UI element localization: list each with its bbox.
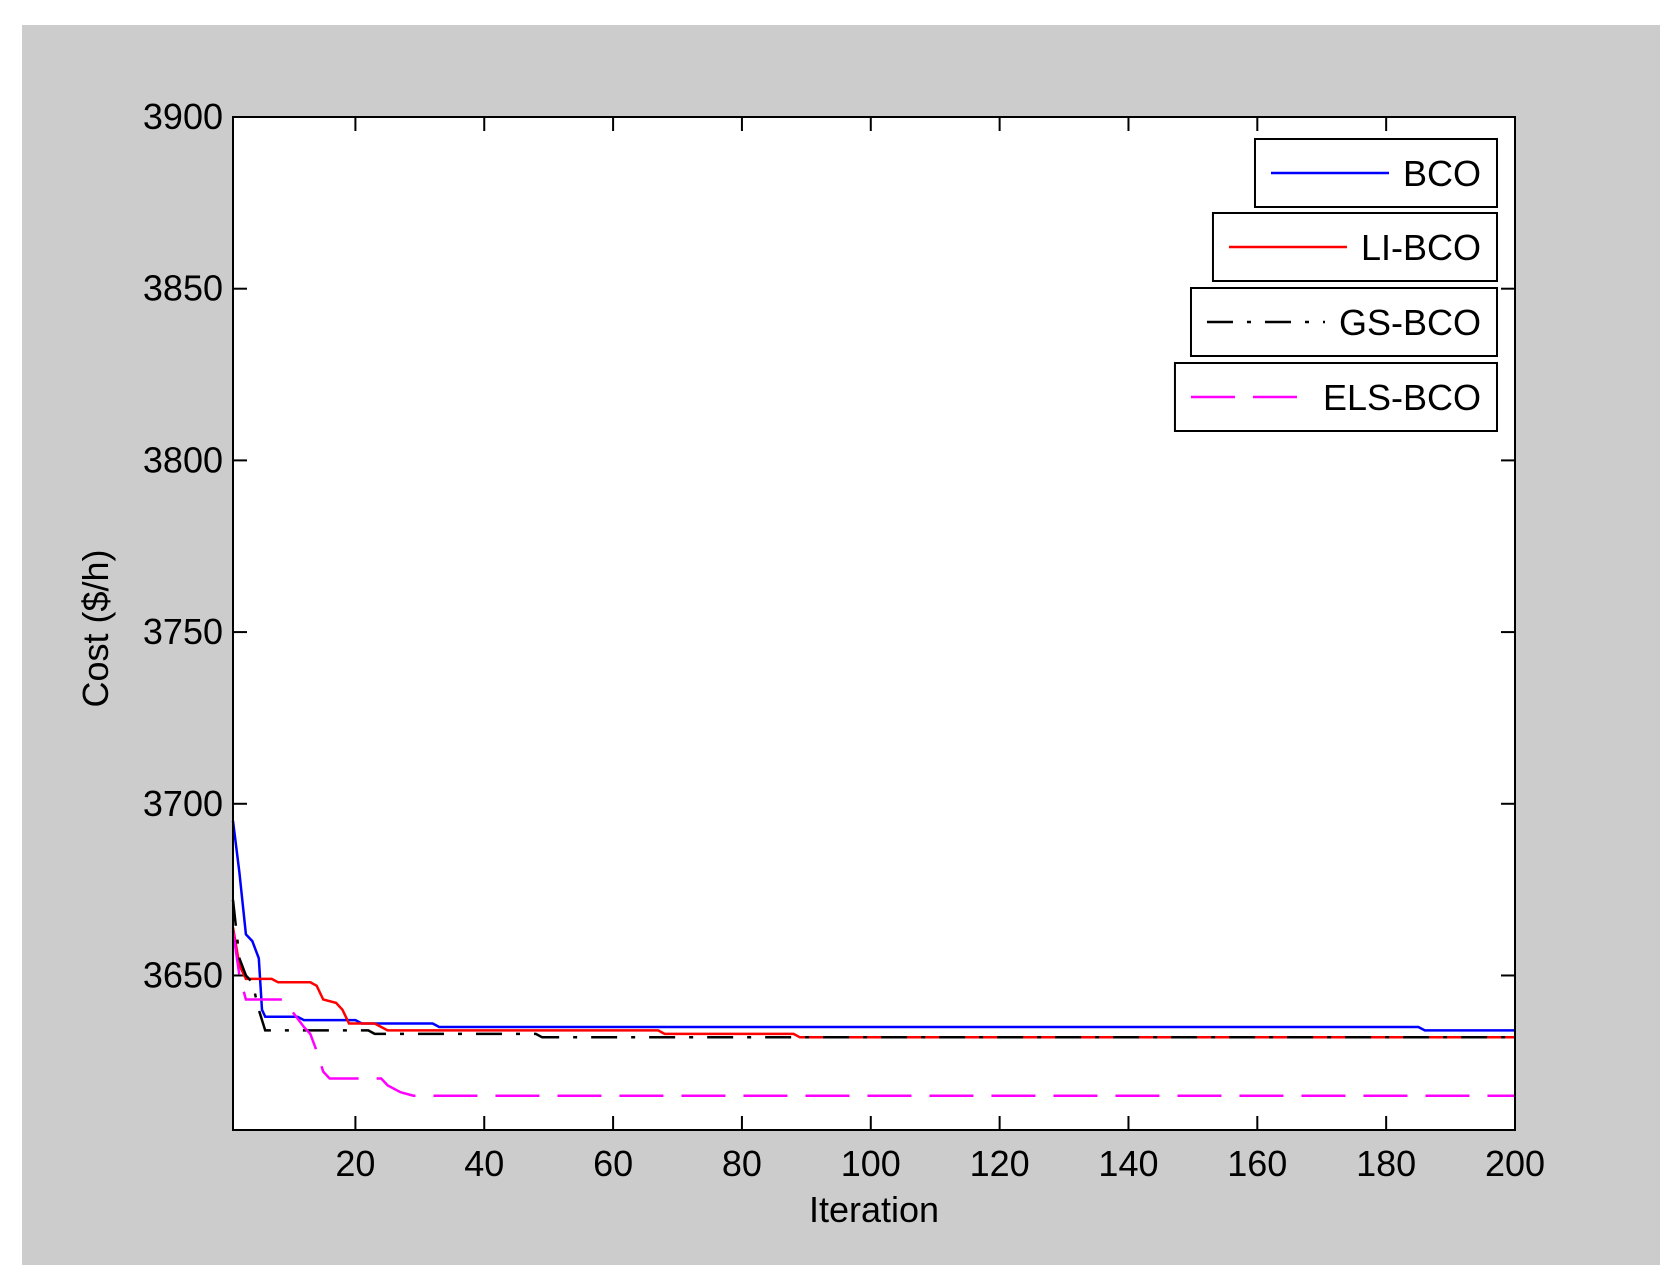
x-tick-label: 20 bbox=[335, 1143, 375, 1184]
series-line-gs-bco bbox=[231, 899, 1515, 1039]
ticks: 20 40 60 80 100 120 140 160 180 200 3650 3700 3750 38… bbox=[143, 96, 1545, 1184]
plot-frame bbox=[232, 116, 1516, 1131]
x-tick-label: 100 bbox=[841, 1143, 901, 1184]
x-tick-label: 60 bbox=[593, 1143, 633, 1184]
series-line-bco bbox=[231, 820, 1515, 1032]
plot-area bbox=[233, 117, 1515, 1130]
legend-label: GS-BCO bbox=[1339, 302, 1481, 343]
legend-label: ELS-BCO bbox=[1323, 377, 1481, 418]
legend-label: BCO bbox=[1403, 153, 1481, 194]
x-tick-label: 200 bbox=[1485, 1143, 1545, 1184]
x-tick-label: 40 bbox=[464, 1143, 504, 1184]
legend-box bbox=[1189, 287, 1498, 357]
y-tick-label: 3900 bbox=[143, 96, 223, 137]
x-tick-label: 160 bbox=[1227, 1143, 1287, 1184]
x-tick-label: 180 bbox=[1356, 1143, 1416, 1184]
x-tick-label: 120 bbox=[970, 1143, 1030, 1184]
series-lines bbox=[231, 820, 1515, 1097]
y-tick-label: 3800 bbox=[143, 439, 223, 480]
y-tick-label: 3650 bbox=[143, 954, 223, 995]
y-axis-label: Cost ($/h) bbox=[75, 549, 116, 707]
x-axis-label: Iteration bbox=[809, 1189, 939, 1230]
series-line-els-bco bbox=[231, 930, 1515, 1097]
legend: BCO LI-BCO GS-BCO ELS-BCO bbox=[1173, 138, 1498, 432]
y-tick-label: 3700 bbox=[143, 783, 223, 824]
y-tick-label: 3750 bbox=[143, 611, 223, 652]
legend-box bbox=[1211, 212, 1498, 282]
legend-box bbox=[1173, 362, 1498, 432]
x-tick-label: 80 bbox=[722, 1143, 762, 1184]
series-line-li-bco bbox=[231, 927, 1515, 1039]
x-tick-label: 140 bbox=[1098, 1143, 1158, 1184]
legend-label: LI-BCO bbox=[1361, 227, 1481, 268]
y-tick-label: 3850 bbox=[143, 268, 223, 309]
